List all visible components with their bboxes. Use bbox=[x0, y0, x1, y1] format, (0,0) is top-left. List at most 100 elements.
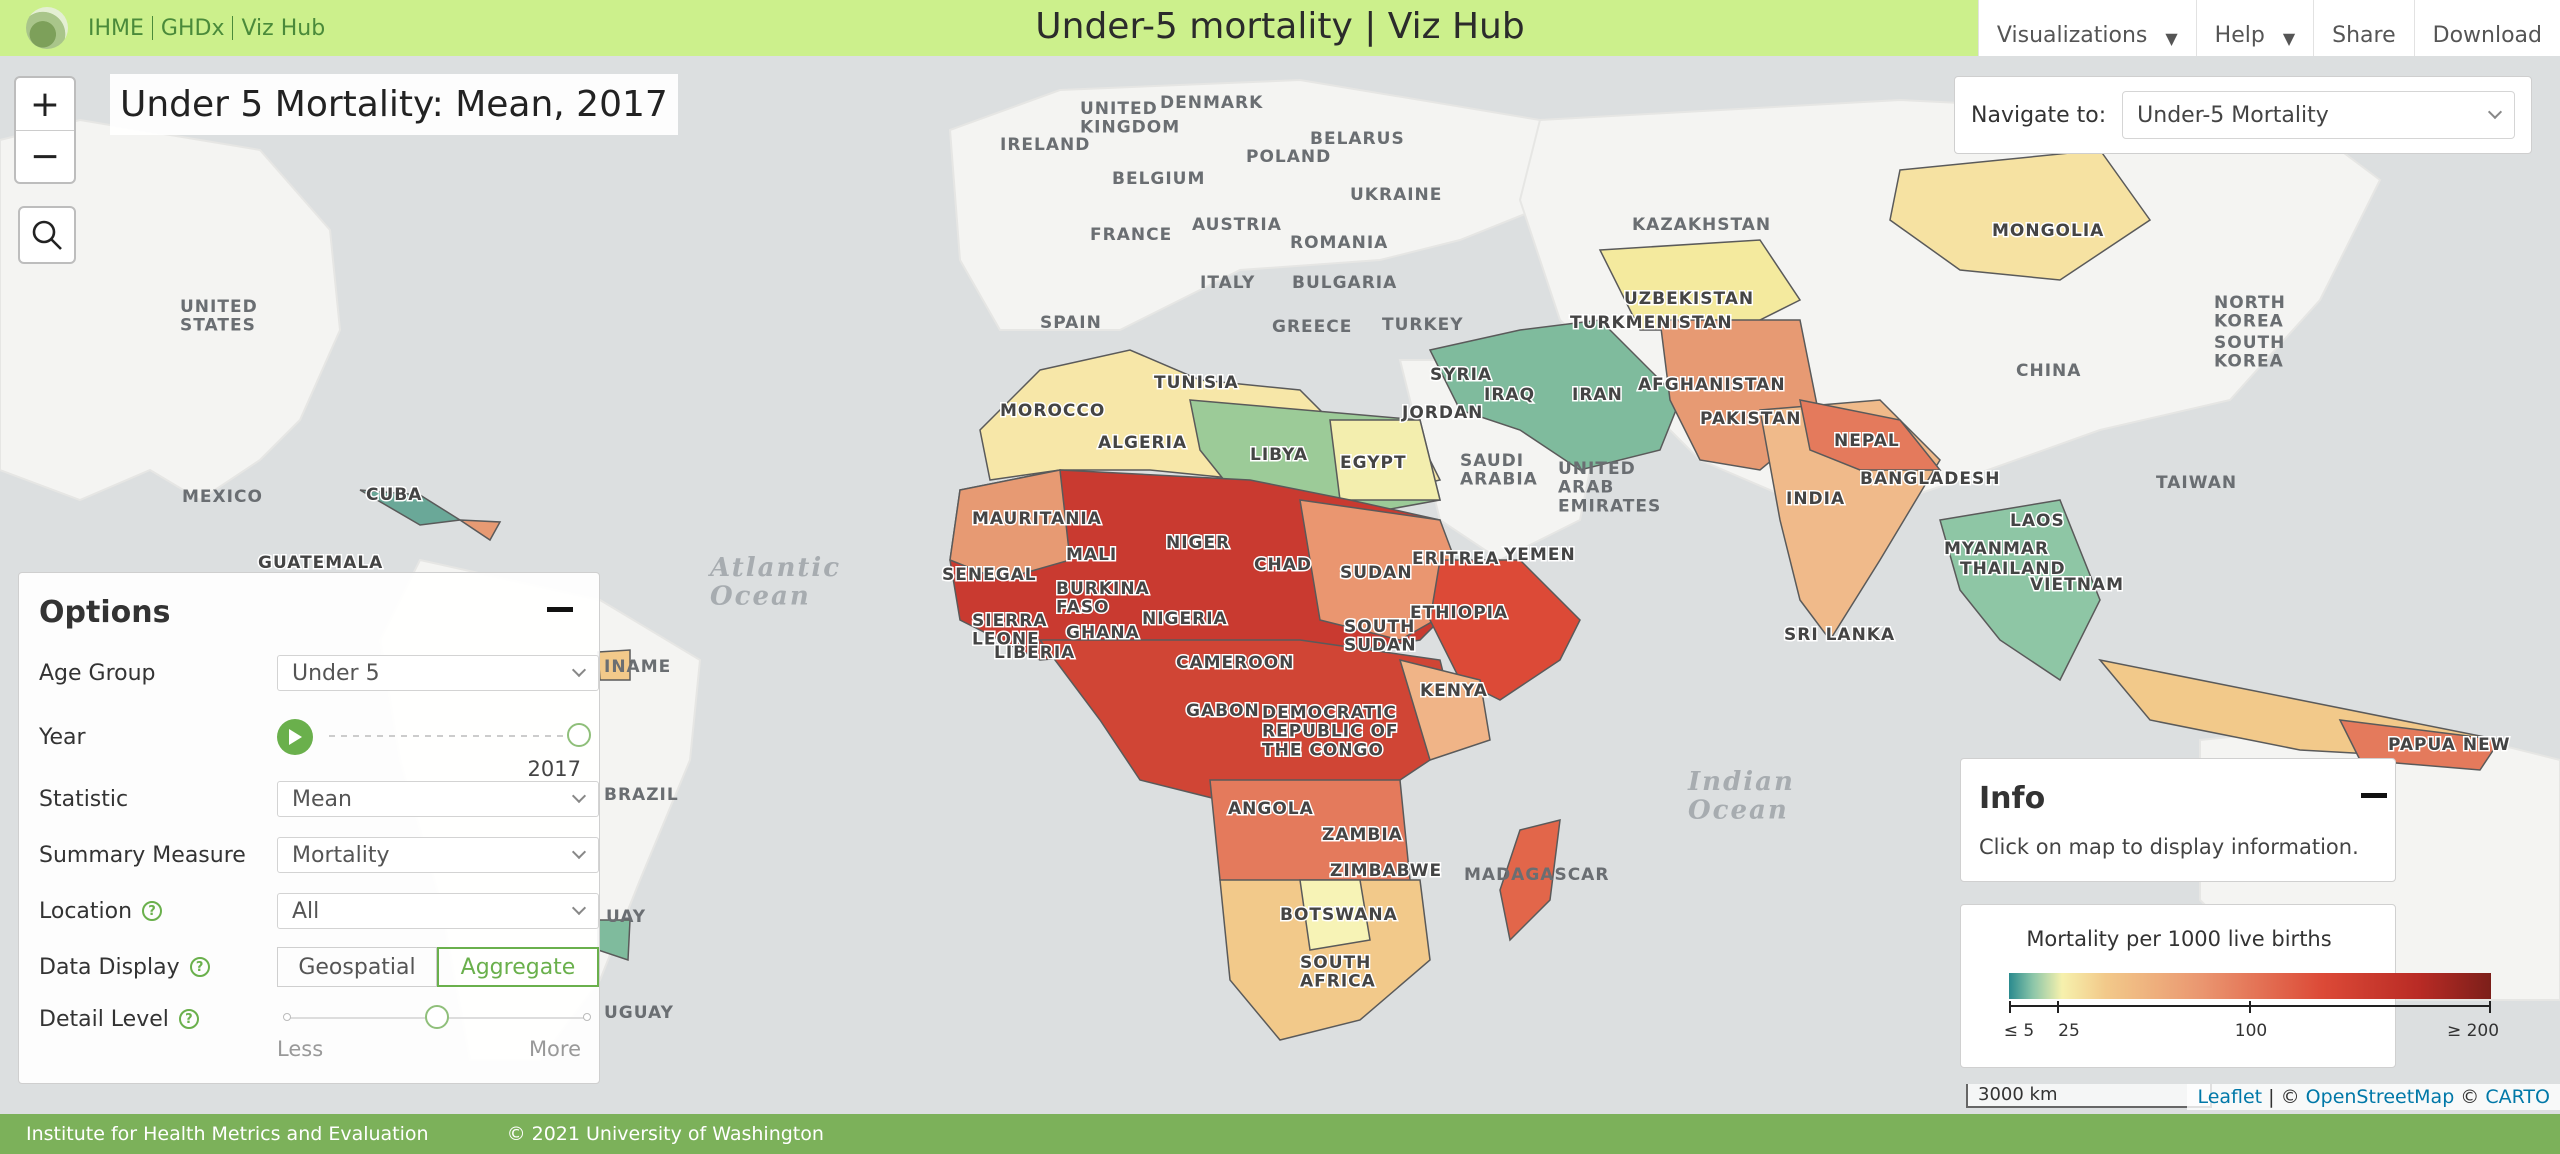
divider bbox=[151, 16, 153, 40]
label-cameroon: CAMEROON bbox=[1176, 653, 1294, 673]
summary-measure-select[interactable]: Mortality bbox=[277, 837, 599, 873]
share-button[interactable]: Share bbox=[2313, 0, 2414, 56]
north-america-land bbox=[0, 118, 342, 502]
horn-region bbox=[1429, 559, 1581, 701]
attribution-separator: | © bbox=[2262, 1086, 2306, 1108]
label-turkmenistan: TURKMENISTAN bbox=[1570, 313, 1733, 333]
label-chad: CHAD bbox=[1254, 555, 1312, 575]
viz-hub-link[interactable]: Viz Hub bbox=[241, 15, 326, 41]
label-zambia: ZAMBIA bbox=[1322, 825, 1403, 845]
search-button[interactable] bbox=[18, 206, 76, 264]
detail-level-min-label: Less bbox=[277, 1037, 324, 1061]
carto-link[interactable]: CARTO bbox=[2485, 1086, 2550, 1108]
label-zimbabwe: ZIMBABWE bbox=[1330, 861, 1442, 881]
help-icon[interactable]: ? bbox=[189, 957, 210, 977]
label-madagascar: MADAGASCAR bbox=[1464, 865, 1609, 885]
central-asia-region bbox=[1598, 239, 1802, 331]
year-slider-thumb[interactable] bbox=[567, 723, 591, 747]
label-spain: SPAIN bbox=[1040, 313, 1102, 333]
zoom-out-button[interactable]: − bbox=[16, 130, 74, 182]
footer: Institute for Health Metrics and Evaluat… bbox=[0, 1114, 2560, 1154]
label-france: FRANCE bbox=[1090, 225, 1172, 245]
choropleth-map[interactable]: UNITED KINGDOM IRELAND DENMARK BELARUS PO… bbox=[0, 56, 2560, 1114]
label-drc: DEMOCRATIC REPUBLIC OF THE CONGO bbox=[1262, 703, 1399, 760]
share-label: Share bbox=[2332, 23, 2396, 48]
location-value: All bbox=[292, 898, 320, 924]
ihme-logo-icon[interactable] bbox=[26, 7, 68, 49]
label-ghana: GHANA bbox=[1066, 623, 1140, 643]
asia-regions bbox=[1428, 149, 2502, 771]
label-indian-ocean: Indian Ocean bbox=[1687, 767, 1795, 826]
label-egypt: EGYPT bbox=[1340, 453, 1407, 473]
navigate-to-label: Navigate to: bbox=[1971, 102, 2107, 128]
legend-tick-label: 25 bbox=[2058, 1021, 2080, 1041]
southern-africa-region bbox=[1219, 879, 1431, 1041]
label-gabon: GABON bbox=[1186, 701, 1260, 721]
kenya-region bbox=[1398, 658, 1491, 761]
detail-level-label-wrap: Detail Level? bbox=[39, 1007, 279, 1032]
leaflet-link[interactable]: Leaflet bbox=[2197, 1086, 2263, 1108]
year-label: Year bbox=[39, 724, 86, 750]
southeast-asia-region bbox=[1939, 499, 2101, 682]
data-display-label: Data Display bbox=[39, 954, 180, 980]
statistic-select[interactable]: Mean bbox=[277, 781, 599, 817]
label-ireland: IRELAND bbox=[1000, 135, 1090, 155]
options-panel: Options Age Group Under 5 Year 2017 Stat… bbox=[18, 572, 600, 1084]
label-greece: GREECE bbox=[1272, 317, 1352, 337]
navigate-to-select[interactable]: Under-5 Mortality bbox=[2122, 91, 2515, 139]
map-canvas[interactable]: UNITED KINGDOM IRELAND DENMARK BELARUS PO… bbox=[0, 56, 2560, 1114]
label-laos: LAOS bbox=[2010, 511, 2065, 531]
label-taiwan: TAIWAN bbox=[2156, 473, 2237, 493]
detail-level-row: Detail Level? Less More bbox=[39, 999, 591, 1061]
help-icon[interactable]: ? bbox=[178, 1009, 199, 1029]
label-sri-lanka: SRI LANKA bbox=[1784, 625, 1895, 645]
minimize-info-button[interactable] bbox=[2361, 793, 2387, 798]
help-menu[interactable]: Help ▼ bbox=[2195, 0, 2313, 56]
chevron-down-icon bbox=[571, 788, 587, 804]
label-iran: IRAN bbox=[1572, 385, 1623, 405]
age-group-select[interactable]: Under 5 bbox=[277, 655, 599, 691]
help-label: Help bbox=[2214, 23, 2265, 48]
ocean-labels: Atlantic Ocean Indian Ocean bbox=[707, 553, 1795, 826]
play-button[interactable] bbox=[277, 719, 313, 755]
label-libya: LIBYA bbox=[1250, 445, 1308, 465]
visualizations-menu[interactable]: Visualizations ▼ bbox=[1977, 0, 2196, 56]
help-icon[interactable]: ? bbox=[142, 901, 163, 921]
navigate-to-control: Navigate to: Under-5 Mortality bbox=[1954, 76, 2532, 154]
download-button[interactable]: Download bbox=[2413, 0, 2560, 56]
aggregate-option[interactable]: Aggregate bbox=[437, 947, 599, 987]
info-title: Info bbox=[1979, 781, 2046, 816]
location-row: Location? All bbox=[39, 891, 599, 931]
label-kenya: KENYA bbox=[1420, 681, 1488, 701]
legend-tick bbox=[2009, 1001, 2011, 1013]
play-icon bbox=[289, 729, 302, 745]
detail-level-slider-thumb[interactable] bbox=[425, 1005, 449, 1029]
visualizations-label: Visualizations bbox=[1996, 23, 2148, 48]
info-text: Click on map to display information. bbox=[1979, 835, 2359, 859]
label-botswana: BOTSWANA bbox=[1280, 905, 1398, 925]
zoom-in-button[interactable]: + bbox=[29, 83, 61, 125]
statistic-value: Mean bbox=[292, 786, 352, 812]
detail-level-min-dot bbox=[283, 1013, 291, 1021]
geospatial-option[interactable]: Geospatial bbox=[277, 947, 437, 987]
legend: Mortality per 1000 live births ≤ 5 25 10… bbox=[1960, 904, 2499, 1068]
top-nav: Visualizations ▼ Help ▼ Share Download bbox=[1977, 0, 2560, 56]
ihme-link[interactable]: IHME bbox=[88, 15, 144, 41]
label-jordan: JORDAN bbox=[1401, 403, 1483, 423]
footer-copyright: © 2021 University of Washington bbox=[506, 1123, 824, 1145]
minimize-options-button[interactable] bbox=[547, 607, 573, 612]
year-slider-track[interactable] bbox=[329, 735, 579, 737]
label-ukraine: UKRAINE bbox=[1350, 185, 1442, 205]
brand: IHME GHDx Viz Hub bbox=[26, 7, 326, 49]
ghdx-link[interactable]: GHDx bbox=[160, 15, 225, 41]
mauritania-region bbox=[949, 469, 1071, 581]
label-uae: UNITED ARAB EMIRATES bbox=[1558, 459, 1661, 516]
zoom-control: + − bbox=[14, 76, 76, 184]
label-north-korea: NORTH KOREA bbox=[2214, 293, 2286, 332]
haiti-region bbox=[457, 519, 502, 542]
location-select[interactable]: All bbox=[277, 893, 599, 929]
location-label-wrap: Location? bbox=[39, 899, 279, 924]
label-romania: ROMANIA bbox=[1290, 233, 1388, 253]
label-papua: PAPUA NEW bbox=[2388, 735, 2510, 755]
openstreetmap-link[interactable]: OpenStreetMap bbox=[2305, 1086, 2455, 1108]
